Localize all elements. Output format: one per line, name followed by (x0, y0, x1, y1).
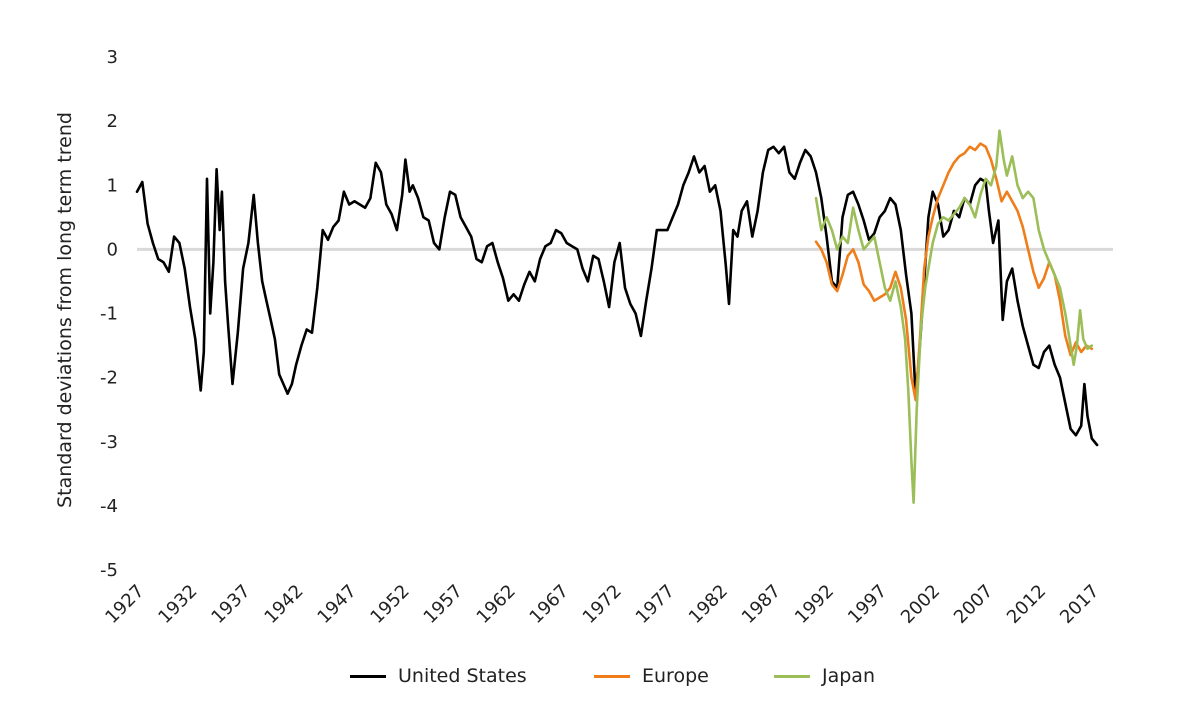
x-tick-label: 2012 (1003, 581, 1050, 628)
x-tick-label: 1997 (844, 581, 891, 628)
x-tick-label: 1932 (154, 581, 201, 628)
series-group (135, 129, 1099, 504)
series-line-europe (814, 142, 1094, 402)
x-tick-label: 1937 (207, 581, 254, 628)
x-tick-label: 1952 (366, 581, 413, 628)
series-line-united-states (135, 145, 1099, 447)
y-tick-label: -2 (100, 368, 118, 389)
y-axis-label: Standard deviations from long term trend (54, 112, 76, 508)
y-axis-ticks: 3 2 1 0 -1 -2 -3 -4 -5 (100, 47, 118, 581)
x-tick-label: 1977 (632, 581, 679, 628)
legend-label: United States (398, 665, 527, 687)
legend-item-japan: Japan (774, 662, 875, 690)
x-tick-label: 1982 (685, 581, 732, 628)
legend-swatch-japan (774, 674, 810, 678)
y-tick-label: 3 (107, 47, 118, 68)
x-tick-label: 1942 (260, 581, 307, 628)
x-tick-label: 1962 (473, 581, 520, 628)
x-tick-label: 1967 (526, 581, 573, 628)
legend-swatch-united-states (350, 674, 386, 678)
y-tick-label: 0 (107, 239, 118, 260)
y-tick-label: -3 (100, 432, 118, 453)
legend-item-united-states: United States (350, 662, 527, 690)
y-tick-label: -1 (100, 304, 118, 325)
series-line-japan (814, 129, 1094, 504)
x-tick-label: 2002 (897, 581, 944, 628)
legend-label: Japan (822, 665, 875, 687)
x-tick-label: 2007 (950, 581, 997, 628)
y-tick-label: -5 (100, 560, 118, 581)
legend-label: Europe (642, 665, 709, 687)
x-tick-label: 1992 (791, 581, 838, 628)
x-tick-label: 1987 (738, 581, 785, 628)
x-tick-label: 1972 (579, 581, 626, 628)
legend-swatch-europe (594, 674, 630, 678)
legend-item-europe: Europe (594, 662, 709, 690)
x-tick-label: 2017 (1056, 581, 1103, 628)
y-tick-label: 2 (107, 111, 118, 132)
x-axis-ticks: 1927 1932 1937 1942 1947 1952 1957 1962 1967 1972… (101, 581, 1103, 628)
x-tick-label: 1957 (420, 581, 467, 628)
y-tick-label: -4 (100, 496, 118, 517)
x-tick-label: 1927 (101, 581, 148, 628)
legend: United States Europe Japan (0, 662, 1180, 690)
x-tick-label: 1947 (313, 581, 360, 628)
y-tick-label: 1 (107, 175, 118, 196)
